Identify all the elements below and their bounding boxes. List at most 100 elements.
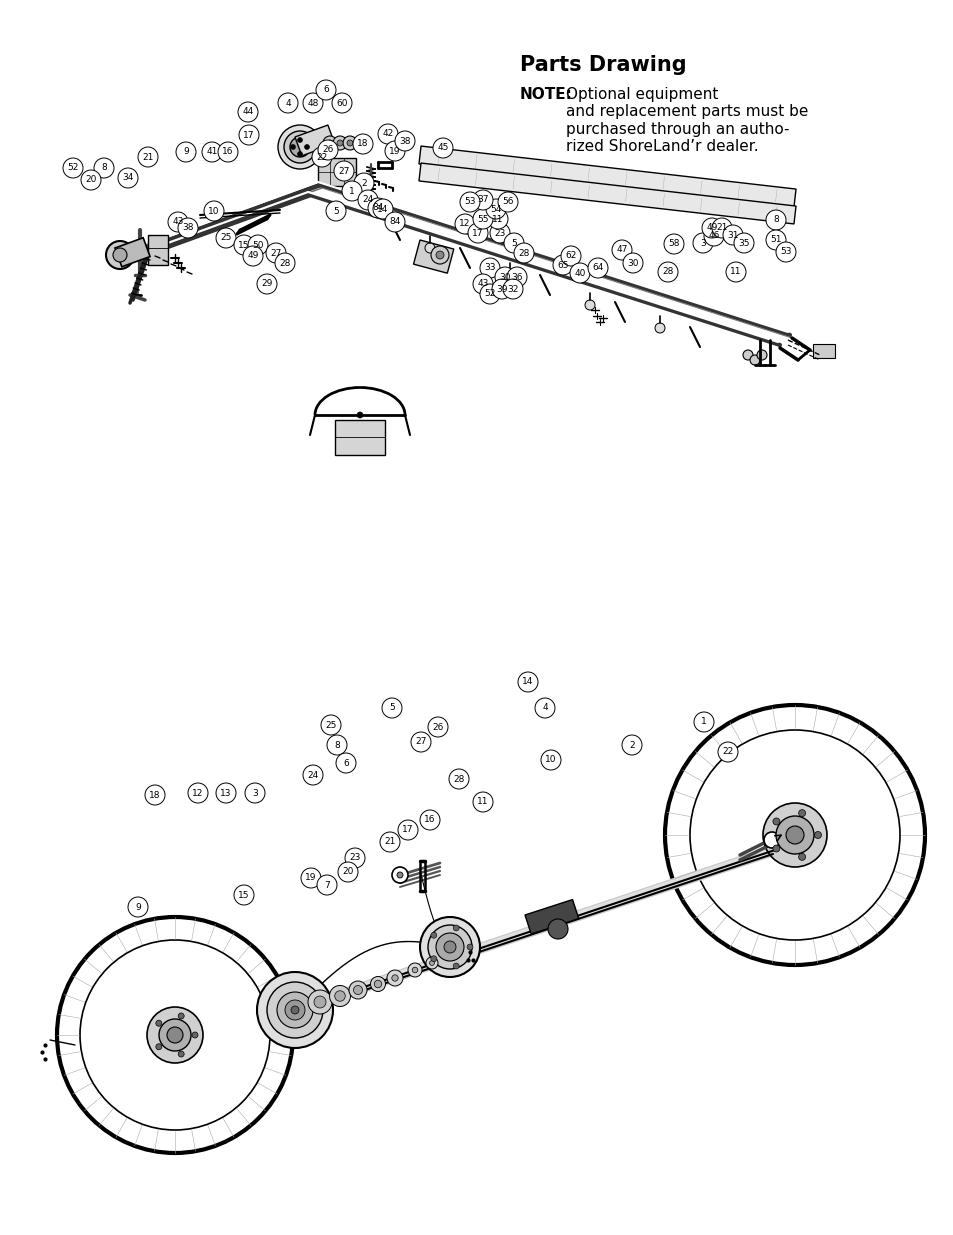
Text: 62: 62 — [565, 252, 576, 261]
Circle shape — [159, 1019, 191, 1051]
Text: 20: 20 — [85, 175, 96, 184]
Text: 10: 10 — [545, 756, 557, 764]
Text: 24: 24 — [362, 195, 374, 205]
Text: 8: 8 — [334, 741, 339, 750]
Circle shape — [379, 832, 399, 852]
Text: 7: 7 — [324, 881, 330, 889]
Text: 18: 18 — [356, 140, 369, 148]
Text: 53: 53 — [464, 198, 476, 206]
Circle shape — [587, 258, 607, 278]
Circle shape — [316, 876, 336, 895]
Circle shape — [392, 974, 397, 981]
Text: 4: 4 — [285, 99, 291, 107]
Bar — [524, 899, 578, 934]
Text: 33: 33 — [484, 263, 496, 273]
Circle shape — [762, 803, 826, 867]
Circle shape — [503, 233, 523, 253]
Circle shape — [385, 141, 405, 161]
Text: Optional equipment
and replacement parts must be
purchased through an autho-
riz: Optional equipment and replacement parts… — [565, 86, 807, 154]
Circle shape — [277, 93, 297, 112]
Circle shape — [622, 253, 642, 273]
Text: 17: 17 — [243, 131, 254, 140]
Text: 15: 15 — [238, 241, 250, 249]
Text: 43: 43 — [476, 279, 488, 289]
Circle shape — [419, 810, 439, 830]
Circle shape — [428, 718, 448, 737]
Circle shape — [426, 957, 437, 969]
Circle shape — [284, 131, 315, 163]
Circle shape — [584, 300, 595, 310]
Circle shape — [192, 1032, 198, 1037]
Circle shape — [385, 212, 405, 232]
Text: 9: 9 — [183, 147, 189, 157]
Circle shape — [274, 253, 294, 273]
Text: 42: 42 — [382, 130, 394, 138]
Text: 8: 8 — [101, 163, 107, 173]
Circle shape — [332, 93, 352, 112]
Circle shape — [138, 147, 158, 167]
Circle shape — [368, 198, 388, 219]
Circle shape — [112, 248, 127, 262]
Text: 21: 21 — [384, 837, 395, 846]
Circle shape — [354, 173, 374, 193]
Circle shape — [239, 125, 258, 144]
Text: 38: 38 — [182, 224, 193, 232]
Circle shape — [495, 267, 515, 287]
Circle shape — [178, 219, 198, 238]
Circle shape — [155, 1044, 162, 1050]
Text: 40: 40 — [574, 268, 585, 278]
Text: 41: 41 — [206, 147, 217, 157]
Circle shape — [243, 246, 263, 266]
Circle shape — [297, 152, 302, 157]
Circle shape — [357, 190, 377, 210]
Text: 47: 47 — [616, 246, 627, 254]
Circle shape — [167, 1028, 183, 1044]
Bar — [335, 420, 385, 454]
Circle shape — [345, 848, 365, 868]
Circle shape — [763, 832, 780, 848]
Circle shape — [775, 816, 813, 853]
Text: 34: 34 — [122, 173, 133, 183]
Circle shape — [303, 93, 323, 112]
Circle shape — [733, 233, 753, 253]
Text: 37: 37 — [476, 195, 488, 205]
Text: 11: 11 — [476, 798, 488, 806]
Circle shape — [436, 251, 443, 259]
Circle shape — [118, 168, 138, 188]
Text: 29: 29 — [261, 279, 273, 289]
Text: 27: 27 — [415, 737, 426, 746]
Circle shape — [621, 735, 641, 755]
Circle shape — [455, 214, 475, 233]
Text: 3: 3 — [700, 238, 705, 247]
Circle shape — [335, 753, 355, 773]
Text: 19: 19 — [389, 147, 400, 156]
Circle shape — [814, 831, 821, 839]
Text: 53: 53 — [780, 247, 791, 257]
Circle shape — [612, 240, 631, 261]
Circle shape — [373, 199, 393, 219]
Circle shape — [178, 1051, 184, 1057]
Circle shape — [467, 944, 473, 950]
Circle shape — [63, 158, 83, 178]
Text: 38: 38 — [399, 137, 411, 146]
Circle shape — [337, 862, 357, 882]
Circle shape — [718, 742, 738, 762]
Circle shape — [540, 750, 560, 769]
Circle shape — [772, 818, 779, 825]
Text: 65: 65 — [557, 261, 568, 269]
Circle shape — [412, 967, 417, 973]
Text: 5: 5 — [389, 704, 395, 713]
Circle shape — [81, 170, 101, 190]
Bar — [148, 235, 168, 266]
Circle shape — [506, 267, 526, 287]
Circle shape — [504, 270, 515, 280]
Bar — [413, 240, 454, 273]
Bar — [294, 125, 335, 156]
Text: 19: 19 — [305, 873, 316, 883]
Circle shape — [395, 131, 415, 151]
Circle shape — [560, 246, 580, 266]
Circle shape — [473, 274, 493, 294]
Text: 9: 9 — [135, 903, 141, 911]
Text: 16: 16 — [222, 147, 233, 157]
Circle shape — [664, 705, 924, 965]
